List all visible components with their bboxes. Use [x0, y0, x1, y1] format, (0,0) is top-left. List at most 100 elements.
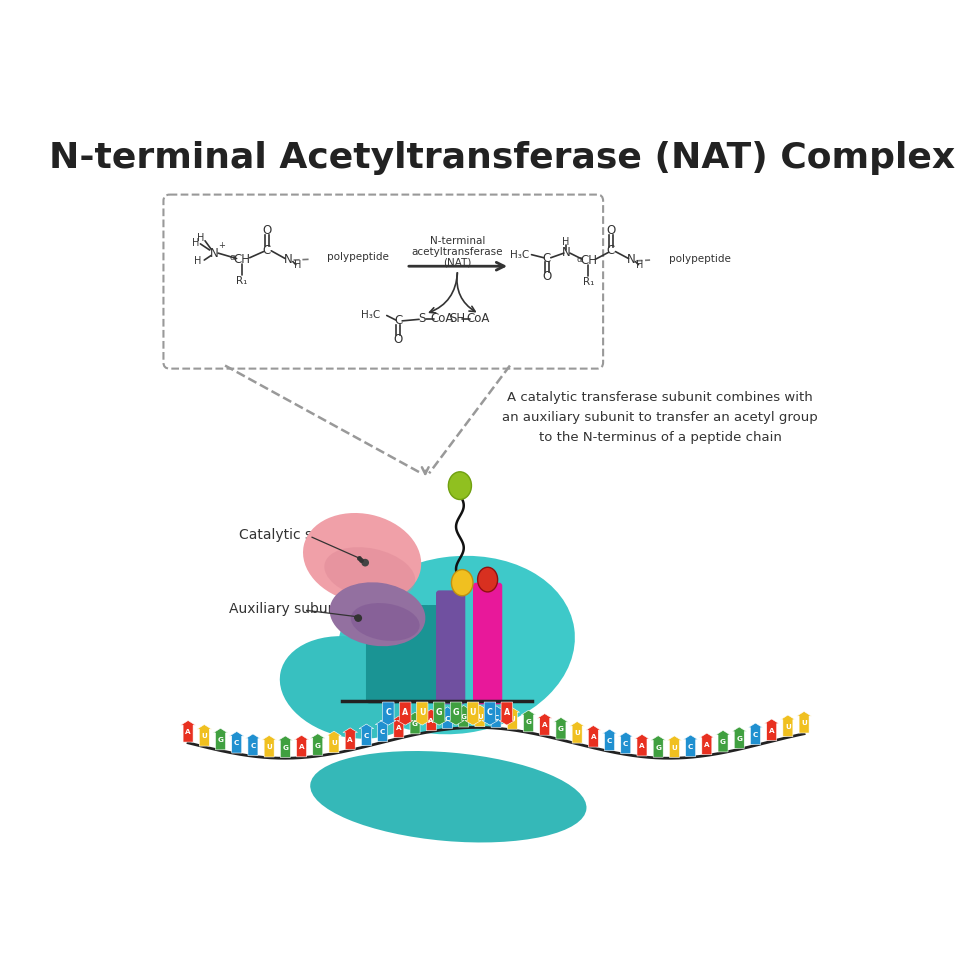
Text: G: G	[282, 745, 288, 751]
Text: CoA: CoA	[430, 312, 454, 325]
Text: H: H	[192, 238, 200, 248]
Ellipse shape	[337, 556, 575, 734]
Polygon shape	[499, 702, 514, 725]
Polygon shape	[246, 734, 261, 756]
Text: acetyltransferase: acetyltransferase	[412, 247, 504, 257]
Polygon shape	[603, 729, 616, 751]
Text: A catalytic transferase subunit combines with
an auxiliary subunit to transfer a: A catalytic transferase subunit combines…	[502, 391, 818, 444]
Polygon shape	[715, 730, 730, 752]
Polygon shape	[262, 735, 276, 757]
Text: A: A	[299, 744, 305, 750]
Text: U: U	[267, 744, 272, 751]
FancyBboxPatch shape	[426, 605, 460, 704]
Text: CoA: CoA	[466, 312, 489, 325]
Polygon shape	[667, 736, 682, 758]
Ellipse shape	[452, 569, 473, 596]
Text: C: C	[445, 715, 450, 721]
Text: (NAT): (NAT)	[443, 258, 471, 268]
Polygon shape	[392, 716, 406, 738]
Text: C: C	[234, 740, 239, 747]
Text: G: G	[436, 708, 442, 717]
Text: C: C	[623, 741, 628, 747]
Text: A: A	[185, 729, 191, 735]
Text: G: G	[315, 743, 320, 749]
Polygon shape	[505, 708, 519, 729]
Text: H₃C: H₃C	[362, 310, 380, 319]
Text: N-terminal: N-terminal	[430, 236, 485, 246]
Text: A: A	[402, 708, 409, 717]
Text: U: U	[671, 745, 677, 751]
Text: U: U	[202, 733, 207, 739]
Ellipse shape	[303, 513, 421, 603]
Polygon shape	[700, 733, 714, 755]
Text: C: C	[543, 252, 551, 265]
Text: O: O	[394, 333, 403, 346]
Ellipse shape	[324, 547, 416, 600]
Text: H: H	[197, 232, 204, 243]
Text: α: α	[576, 255, 582, 264]
Ellipse shape	[355, 614, 363, 622]
Polygon shape	[397, 702, 414, 725]
Text: C: C	[607, 738, 612, 744]
Polygon shape	[448, 702, 465, 725]
Text: H: H	[563, 237, 569, 247]
Polygon shape	[197, 724, 212, 746]
Polygon shape	[408, 712, 422, 734]
Polygon shape	[748, 723, 762, 745]
Text: A: A	[347, 737, 353, 743]
Polygon shape	[294, 735, 309, 757]
Text: S: S	[418, 312, 426, 325]
Text: A: A	[591, 734, 596, 740]
Text: Auxiliary subunit: Auxiliary subunit	[229, 602, 346, 615]
Polygon shape	[569, 721, 584, 743]
Text: CH: CH	[233, 253, 251, 266]
Polygon shape	[465, 702, 481, 725]
Text: G: G	[656, 745, 662, 751]
Ellipse shape	[477, 567, 498, 592]
Text: G: G	[736, 736, 742, 742]
Polygon shape	[229, 731, 244, 753]
Text: A: A	[769, 728, 774, 734]
Polygon shape	[489, 706, 504, 727]
Polygon shape	[618, 732, 633, 754]
Text: A: A	[504, 708, 510, 717]
Text: N: N	[284, 253, 293, 266]
Text: C: C	[364, 733, 369, 739]
Text: G: G	[720, 739, 726, 745]
Text: G: G	[412, 721, 418, 727]
Text: α: α	[229, 253, 236, 263]
Text: SH: SH	[450, 312, 465, 325]
Text: N: N	[626, 253, 635, 266]
Text: CH: CH	[580, 255, 597, 268]
Text: U: U	[510, 716, 515, 722]
Text: G: G	[453, 708, 460, 717]
Text: N: N	[562, 246, 570, 259]
Text: H₃C: H₃C	[510, 250, 529, 260]
Polygon shape	[482, 702, 498, 725]
Text: polypeptide: polypeptide	[327, 252, 389, 262]
Text: O: O	[607, 224, 615, 237]
Polygon shape	[180, 720, 195, 742]
Polygon shape	[521, 710, 536, 732]
Polygon shape	[554, 717, 568, 739]
Text: U: U	[477, 714, 483, 720]
Ellipse shape	[449, 471, 471, 500]
Ellipse shape	[362, 559, 369, 566]
Text: H: H	[636, 261, 644, 270]
Text: U: U	[331, 740, 337, 746]
FancyBboxPatch shape	[436, 590, 466, 705]
Polygon shape	[683, 735, 698, 757]
Polygon shape	[326, 731, 341, 753]
Ellipse shape	[351, 603, 419, 641]
Text: G: G	[218, 737, 223, 743]
Text: U: U	[785, 724, 791, 730]
Text: O: O	[262, 223, 271, 236]
Polygon shape	[635, 734, 650, 756]
Ellipse shape	[280, 636, 424, 739]
Text: H: H	[294, 261, 301, 270]
Polygon shape	[764, 719, 779, 741]
Text: C: C	[487, 708, 493, 717]
Text: U: U	[469, 708, 476, 717]
Polygon shape	[380, 702, 396, 725]
Polygon shape	[651, 736, 665, 758]
